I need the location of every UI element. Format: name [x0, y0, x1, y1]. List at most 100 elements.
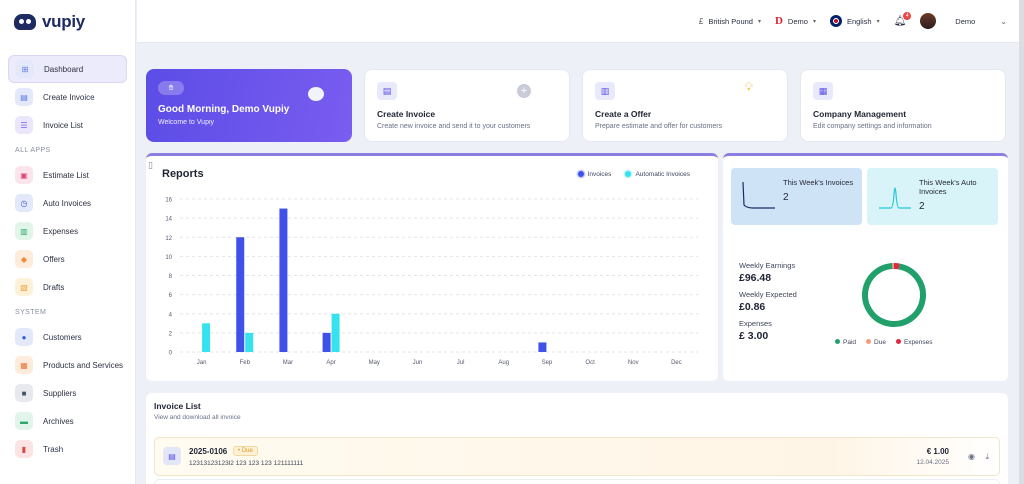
y-tick-label: 0 — [169, 351, 173, 357]
tag-icon: ◆ — [15, 250, 33, 268]
sidebar-item-products-and-services[interactable]: ▦ Products and Services — [8, 351, 127, 379]
currency-select[interactable]: £ British Pound ▾ — [699, 17, 761, 26]
section-all-apps: ALL APPS — [15, 147, 51, 154]
bar-automatic-invoices-feb[interactable] — [245, 332, 254, 352]
sidebar-item-invoice-list[interactable]: ☰ Invoice List — [8, 111, 127, 139]
user-menu[interactable]: Demo ⌄ — [920, 13, 1007, 29]
table-row[interactable]: ▤ 2025-0106 • Due 12313123123l2 123 123 … — [154, 437, 1000, 476]
card-title: Create Invoice — [377, 109, 436, 119]
eye-icon[interactable]: ◉ — [968, 452, 975, 461]
lightbulb-icon: 💡︎ — [744, 80, 753, 94]
chevron-down-icon: ▾ — [757, 18, 761, 25]
invoice-list-subtitle: View and download all invoice — [154, 414, 241, 421]
bar-chart: 0 2 4 6 8 10 12 14 16 Jan Feb Mar Apr May Jun Jul Aug Sep… — [165, 198, 698, 366]
notifications-button[interactable]: 🔔︎ 4 — [894, 11, 912, 27]
legend-item-expenses[interactable]: Expenses — [895, 339, 933, 346]
download-icon[interactable]: ⤓ — [985, 452, 989, 461]
weekly-auto-count: 2 — [919, 201, 925, 212]
weekly-invoices-label: This Week's Invoices — [783, 178, 854, 187]
x-tick-label: Feb — [240, 360, 251, 366]
company-select[interactable]: D Demo ▾ — [775, 15, 816, 27]
legend-item-automatic-invoices[interactable]: Automatic Invoices — [625, 171, 690, 178]
expenses-value: £ 3.00 — [739, 330, 769, 342]
truck-icon: ■ — [15, 384, 33, 402]
sidebar-item-drafts[interactable]: ▧ Drafts — [8, 273, 127, 301]
x-tick-label: Jul — [457, 360, 465, 366]
x-tick-label: Sep — [542, 360, 553, 366]
sidebar-item-dashboard[interactable]: ⊞ Dashboard — [8, 55, 127, 83]
y-tick-label: 10 — [165, 255, 172, 261]
legend-dot — [577, 171, 584, 177]
sidebar-item-customers[interactable]: ● Customers — [8, 323, 127, 351]
sparkline-icon — [879, 187, 911, 209]
card-title: Create a Offer — [595, 109, 652, 119]
create-invoice-card[interactable]: ▤ Create Invoice Create new invoice and … — [364, 69, 570, 142]
x-tick-label: Mar — [283, 360, 293, 366]
sidebar-item-label: Estimate List — [43, 170, 89, 180]
bookmark-icon: ▯ — [148, 160, 153, 170]
weekly-stats: Weekly Earnings £96.48 Weekly Expected £… — [739, 261, 797, 348]
y-tick-label: 12 — [165, 236, 172, 242]
bar-automatic-invoices-apr[interactable] — [331, 313, 340, 352]
company-management-card[interactable]: ▦ Company Management Edit company settin… — [800, 69, 1006, 142]
bar-invoices-feb[interactable] — [236, 237, 245, 352]
sidebar-item-label: Create Invoice — [43, 92, 95, 102]
sidebar-item-offers[interactable]: ◆ Offers — [8, 245, 127, 273]
card-desc: Edit company settings and information — [813, 123, 932, 130]
sidebar-item-estimate-list[interactable]: ▣ Estimate List — [8, 161, 127, 189]
logo[interactable]: vupiy — [0, 0, 135, 44]
company-logo-icon: D — [774, 15, 783, 27]
x-tick-label: Jan — [197, 360, 207, 366]
donut-chart — [860, 261, 927, 328]
table-row[interactable] — [154, 479, 1000, 484]
sidebar-item-suppliers[interactable]: ■ Suppliers — [8, 379, 127, 407]
x-tick-label: Jun — [413, 360, 423, 366]
invoice-date: 12.04.2025 — [916, 459, 949, 466]
currency-icon: £ — [698, 16, 704, 26]
sidebar-item-archives[interactable]: ▬ Archives — [8, 407, 127, 435]
receipt-icon: ▥ — [15, 222, 33, 240]
uk-flag-icon — [829, 15, 842, 27]
bar-invoices-sep[interactable] — [538, 342, 547, 352]
notification-badge: 4 — [903, 11, 912, 20]
bar-automatic-invoices-jan[interactable] — [202, 323, 211, 352]
bar-invoices-mar[interactable] — [279, 208, 288, 352]
weekly-auto-box: This Week's Auto Invoices 2 — [867, 168, 998, 225]
sidebar-item-trash[interactable]: ▮ Trash — [8, 435, 127, 463]
expenses-label: Expenses — [739, 319, 772, 328]
bar-invoices-apr[interactable] — [322, 332, 331, 352]
weekly-invoices-count: 2 — [783, 192, 789, 203]
sidebar-item-label: Dashboard — [44, 64, 84, 74]
document-icon: ▤ — [163, 447, 181, 465]
sidebar-item-label: Products and Services — [43, 360, 124, 370]
scrollbar[interactable] — [1019, 0, 1024, 484]
logo-icon — [14, 14, 36, 30]
expected-label: Weekly Expected — [739, 290, 797, 299]
legend-item-invoices[interactable]: Invoices — [577, 171, 611, 178]
create-offer-card[interactable]: ▥ Create a Offer Prepare estimate and of… — [582, 69, 788, 142]
sidebar-item-create-invoice[interactable]: ▤ Create Invoice — [8, 83, 127, 111]
legend-dot — [835, 339, 840, 344]
y-tick-label: 16 — [165, 198, 172, 204]
card-desc: Prepare estimate and offer for customers — [595, 123, 723, 130]
sidebar-item-label: Offers — [43, 254, 65, 264]
reports-title: Reports — [162, 168, 204, 180]
sidebar-item-auto-invoices[interactable]: ◷ Auto Invoices — [8, 189, 127, 217]
donut-slice-due[interactable] — [860, 261, 927, 328]
earnings-value: £96.48 — [739, 272, 772, 284]
card-title: Company Management — [813, 109, 907, 119]
sidebar-item-label: Drafts — [43, 282, 65, 292]
weekly-panel: This Week's Invoices 2 This Week's Auto … — [723, 153, 1008, 381]
legend-item-due[interactable]: Due — [866, 339, 886, 346]
donut-slice-expenses[interactable] — [860, 261, 927, 328]
document-icon: ▤ — [15, 88, 33, 106]
offer-icon: ▥ — [595, 82, 615, 100]
list-icon: ☰ — [15, 116, 33, 134]
x-tick-label: Aug — [498, 360, 509, 366]
legend-item-paid[interactable]: Paid — [835, 339, 856, 346]
language-select[interactable]: English ▾ — [829, 15, 880, 27]
sidebar-item-expenses[interactable]: ▥ Expenses — [8, 217, 127, 245]
donut-slice-paid[interactable] — [860, 261, 927, 328]
clock-icon: ◷ — [15, 194, 33, 212]
user-name: Demo — [955, 16, 976, 26]
